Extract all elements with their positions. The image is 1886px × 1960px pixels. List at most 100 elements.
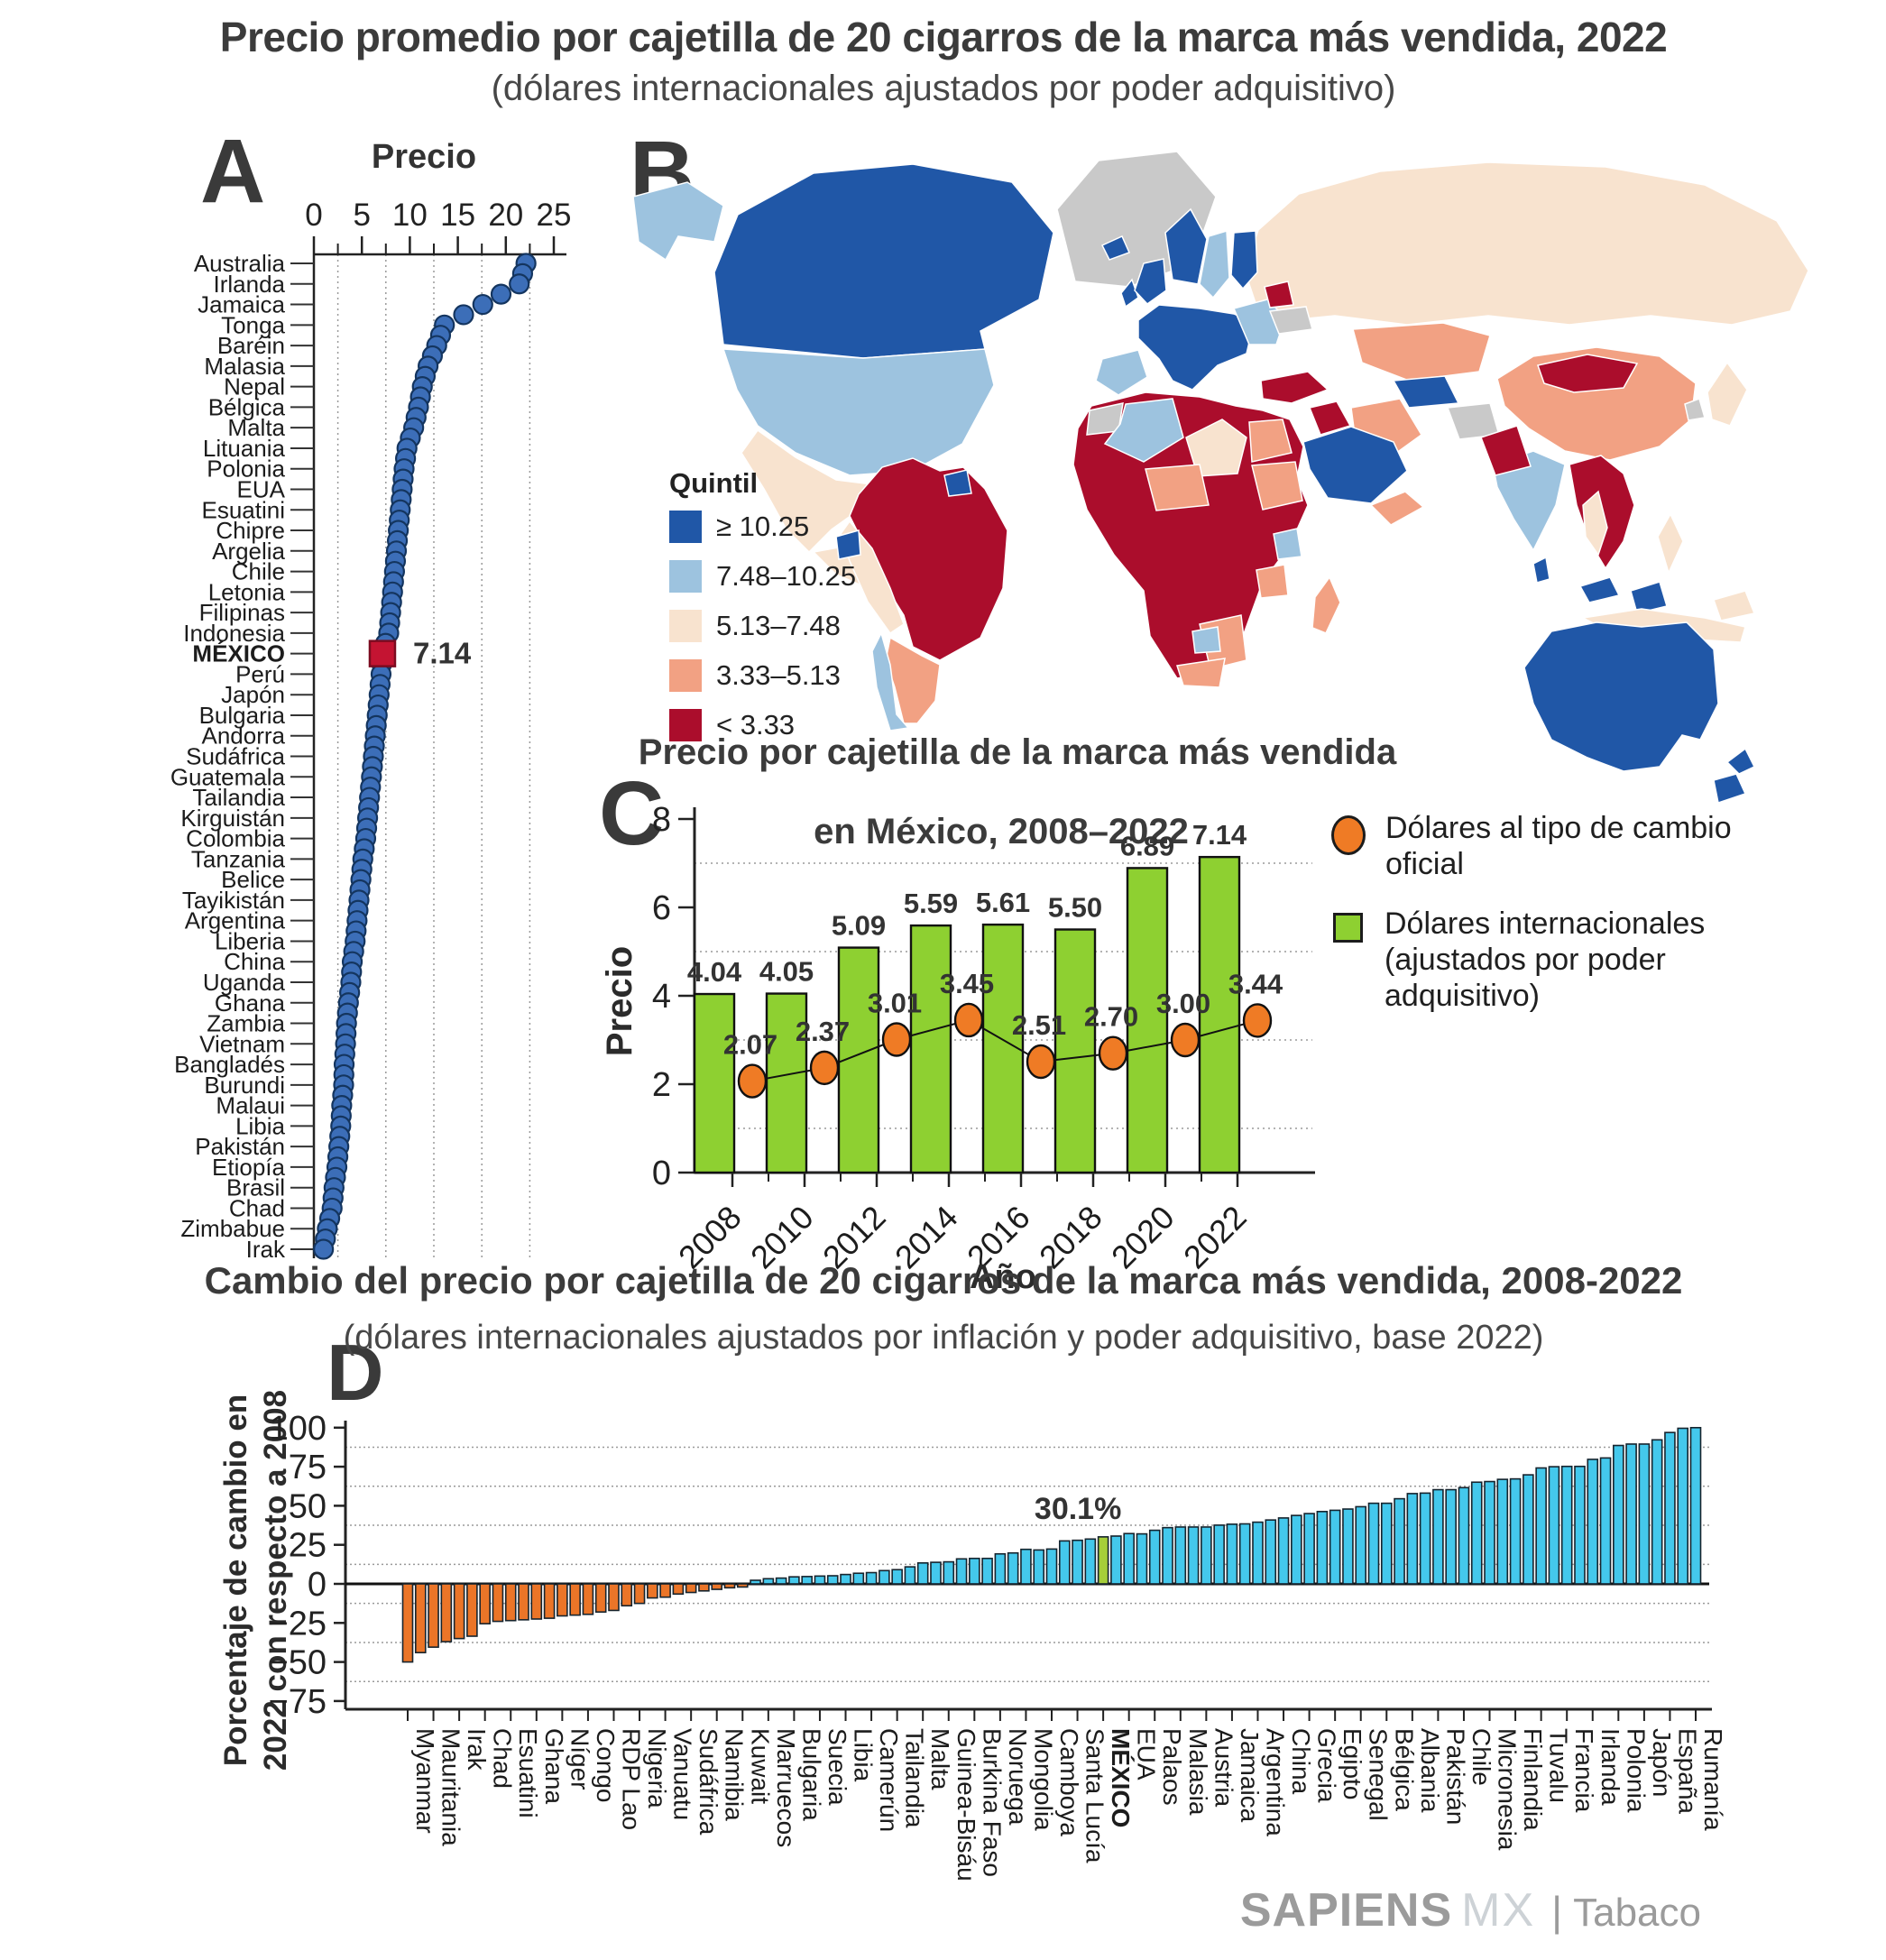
- svg-text:Belice: Belice: [221, 866, 285, 893]
- map-region-finland: [1230, 230, 1258, 290]
- svg-text:Malta: Malta: [926, 1728, 954, 1790]
- map-region-sri_lanka: [1532, 556, 1550, 584]
- footer-divider: |: [1551, 1888, 1563, 1935]
- page-subtitle: (dólares internacionales ajustados por p…: [491, 69, 1396, 108]
- svg-text:Finlandia: Finlandia: [1519, 1728, 1547, 1831]
- map-legend-item: 5.13–7.48: [669, 610, 904, 642]
- svg-text:2.07: 2.07: [723, 1029, 777, 1061]
- svg-text:Ghana: Ghana: [540, 1728, 568, 1804]
- svg-text:Sudáfrica: Sudáfrica: [695, 1728, 722, 1836]
- svg-text:Tanzania: Tanzania: [191, 845, 286, 872]
- svg-text:MÉXICO: MÉXICO: [1107, 1728, 1135, 1827]
- legend-label: ≥ 10.25: [716, 511, 810, 542]
- map-region-iraq: [1308, 400, 1352, 436]
- svg-text:Liberia: Liberia: [215, 927, 286, 954]
- map-region-philippines: [1657, 512, 1684, 575]
- brand-footer: SAPIENS MX | Tabaco: [1037, 1883, 1701, 1937]
- svg-text:Micronesia: Micronesia: [1494, 1728, 1522, 1851]
- legend-swatch-icon: [669, 560, 702, 593]
- panel-a-letter: A: [200, 121, 266, 222]
- svg-text:Argelia: Argelia: [212, 538, 285, 565]
- svg-text:Australia: Australia: [194, 250, 286, 277]
- svg-text:7.14: 7.14: [1192, 819, 1247, 851]
- svg-text:Guinea-Bisáu: Guinea-Bisáu: [952, 1728, 980, 1882]
- svg-text:2.37: 2.37: [796, 1016, 850, 1047]
- legend-label: 7.48–10.25: [716, 560, 857, 592]
- svg-text:Malta: Malta: [227, 414, 285, 441]
- svg-text:Bélgica: Bélgica: [208, 393, 286, 420]
- svg-text:Nepal: Nepal: [224, 373, 285, 400]
- map-region-chile: [871, 630, 910, 732]
- svg-text:Egipto: Egipto: [1339, 1728, 1366, 1799]
- svg-text:Irlanda: Irlanda: [214, 271, 286, 298]
- svg-text:2: 2: [652, 1066, 671, 1104]
- svg-text:Baréin: Baréin: [217, 332, 285, 359]
- svg-text:Libia: Libia: [850, 1728, 878, 1782]
- map-region-madagascar: [1311, 575, 1341, 634]
- svg-text:Bulgaria: Bulgaria: [797, 1728, 825, 1821]
- legend-label: Dólares al tipo de cambio oficial: [1385, 811, 1732, 882]
- svg-text:Malasia: Malasia: [1184, 1728, 1212, 1816]
- panel-d-subtitle: (dólares internacionales ajustados por i…: [343, 1319, 1544, 1357]
- svg-text:Kirguistán: Kirguistán: [180, 805, 285, 832]
- legend-swatch-icon: [669, 511, 702, 543]
- svg-text:Chile: Chile: [232, 558, 285, 585]
- panel-c-legend: Dólares al tipo de cambio oficial Dólare…: [1328, 810, 1833, 1038]
- svg-text:15: 15: [440, 198, 475, 233]
- svg-text:RDP Lao: RDP Lao: [617, 1728, 645, 1830]
- map-region-turkey: [1260, 371, 1329, 404]
- map-region-sahel: [1145, 464, 1210, 511]
- map-region-south_africa: [1176, 658, 1226, 688]
- svg-text:Zimbabue: Zimbabue: [180, 1215, 285, 1242]
- svg-text:0: 0: [305, 198, 322, 233]
- svg-text:Grecia: Grecia: [1313, 1728, 1341, 1803]
- svg-text:Sudáfrica: Sudáfrica: [186, 743, 285, 770]
- svg-text:6: 6: [652, 889, 671, 927]
- svg-text:Esuatini: Esuatini: [514, 1728, 542, 1818]
- svg-text:Jamaica: Jamaica: [1236, 1728, 1264, 1823]
- map-legend-items: ≥ 10.25 7.48–10.25 5.13–7.48 3.33–5.13 < 3.3…: [669, 511, 904, 741]
- svg-text:7.14: 7.14: [413, 637, 472, 670]
- svg-text:Chad: Chad: [229, 1194, 285, 1221]
- legend-label: < 3.33: [716, 709, 796, 741]
- svg-text:Lituania: Lituania: [203, 435, 286, 462]
- legend-swatch-icon: [669, 659, 702, 692]
- svg-text:Tayikistán: Tayikistán: [182, 887, 285, 914]
- svg-text:10: 10: [392, 198, 428, 233]
- svg-text:Tonga: Tonga: [221, 311, 285, 338]
- map-region-malaysia: [1578, 576, 1621, 603]
- svg-text:Zambia: Zambia: [207, 1010, 285, 1037]
- map-region-kazakhstan: [1352, 322, 1491, 382]
- panel-c-letter: C: [599, 763, 665, 864]
- svg-text:5.09: 5.09: [832, 910, 886, 942]
- svg-text:5: 5: [353, 198, 370, 233]
- svg-text:Albania: Albania: [1416, 1728, 1444, 1813]
- svg-text:Nigeria: Nigeria: [643, 1728, 671, 1808]
- svg-text:50: 50: [289, 1487, 327, 1525]
- map-region-ecuador: [835, 529, 861, 560]
- svg-text:20: 20: [488, 198, 523, 233]
- map-region-mexico: [741, 428, 874, 554]
- svg-text:Austria: Austria: [1210, 1728, 1237, 1808]
- map-region-iceland: [1100, 235, 1131, 261]
- svg-text:Irlanda: Irlanda: [1596, 1728, 1624, 1806]
- map-region-west_europe: [1137, 304, 1255, 391]
- map-region-borneo: [1630, 581, 1668, 614]
- svg-text:Brasil: Brasil: [226, 1174, 285, 1201]
- svg-text:Tailandia: Tailandia: [901, 1728, 929, 1828]
- svg-text:MÉXICO: MÉXICO: [192, 640, 285, 667]
- svg-text:Uganda: Uganda: [203, 969, 286, 996]
- panel-c-title-line1: Precio por cajetilla de la marca más ven…: [638, 732, 1397, 772]
- svg-text:España: España: [1673, 1728, 1701, 1814]
- svg-text:0: 0: [652, 1155, 671, 1192]
- svg-text:Año: Año: [970, 1258, 1036, 1296]
- svg-text:4: 4: [652, 978, 671, 1016]
- svg-text:100: 100: [270, 1410, 327, 1448]
- svg-text:Senegal: Senegal: [1365, 1728, 1393, 1821]
- map-legend-title: Quintil: [669, 467, 759, 499]
- map-region-india: [1492, 450, 1566, 552]
- map-region-pakistan: [1480, 425, 1532, 476]
- panel-d-title: Cambio del precio por cajetilla de 20 ci…: [204, 1259, 1683, 1302]
